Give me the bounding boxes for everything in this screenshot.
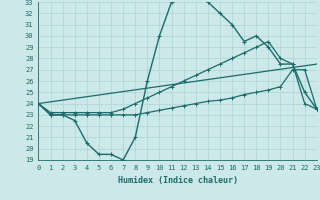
X-axis label: Humidex (Indice chaleur): Humidex (Indice chaleur) — [118, 176, 238, 185]
